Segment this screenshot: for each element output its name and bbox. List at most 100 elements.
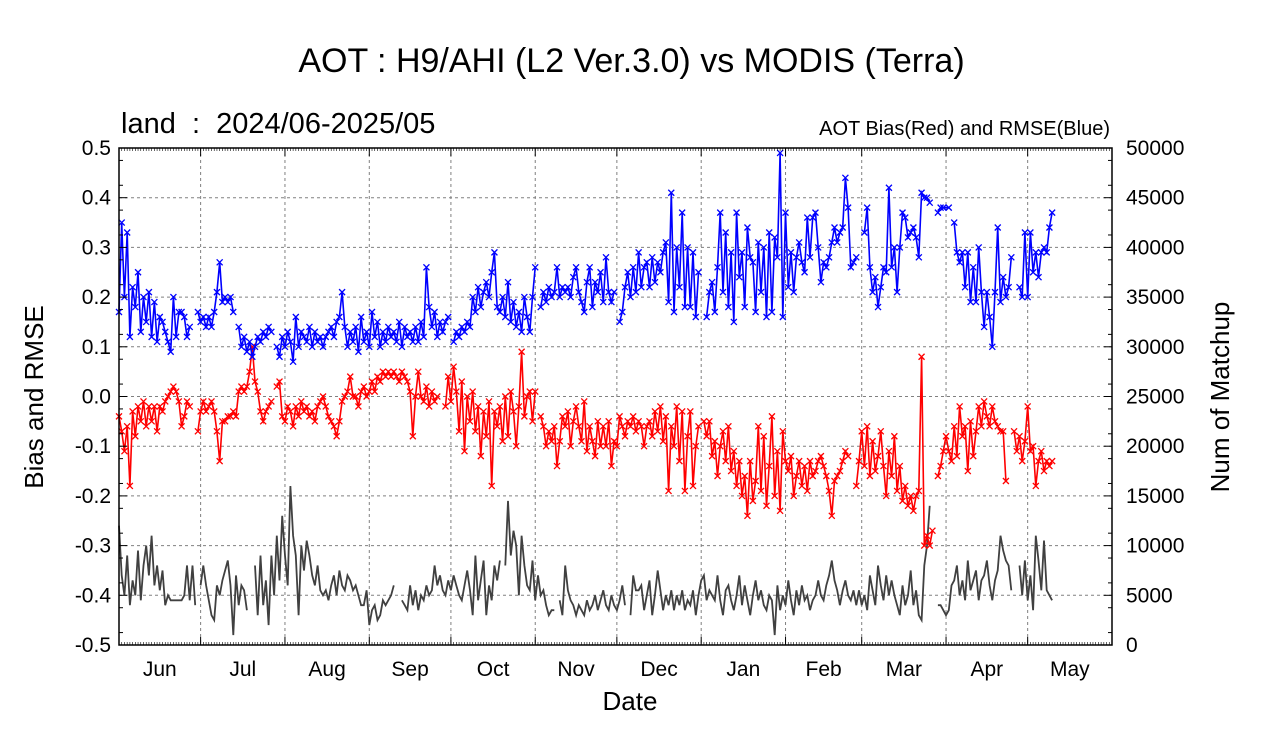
y-left-tick-label: 0.4 (82, 187, 112, 210)
bias-series-point (267, 398, 275, 405)
x-month-label: Jan (726, 658, 760, 681)
rmse-series (115, 149, 1056, 366)
rmse-series-line (618, 192, 700, 323)
rmse-series-line (863, 187, 931, 308)
rmse-series-point (950, 219, 958, 227)
axes-layer: 0.5 0.4 0.3 0.2 0.1 0.0 -0.1 -0.2 -0.3 -0.4 -0.5 50… (75, 137, 1185, 681)
matchup-series-line (558, 565, 626, 619)
y-left-tick-label: 0.1 (82, 336, 111, 359)
rmse-series-line (937, 206, 949, 213)
rmse-series-point (681, 303, 689, 311)
rmse-series-point (776, 149, 784, 157)
bias-series (115, 343, 1056, 550)
chart-subtitle: land : 2024/06-2025/05 (121, 108, 436, 140)
bias-series-line (1013, 406, 1053, 487)
matchup-series-line (1018, 535, 1053, 611)
bias-series-point (1010, 427, 1018, 435)
grid-layer (119, 148, 1112, 645)
rmse-series-point (695, 268, 702, 276)
rmse-series-point (686, 303, 694, 311)
y-left-tick-label: 0.3 (82, 236, 111, 259)
rmse-series-point (616, 318, 624, 326)
matchup-series-line (118, 525, 197, 606)
matchup-series-line (199, 560, 248, 636)
x-month-label: Nov (557, 658, 595, 681)
y-right-tick-label: 25000 (1126, 386, 1184, 409)
bias-series-point (442, 402, 449, 410)
y-left-tick-label: -0.4 (75, 584, 112, 607)
y-right-tick-label: 15000 (1126, 485, 1184, 508)
bias-series-line (703, 416, 849, 516)
rmse-series-line (237, 324, 273, 357)
y-left-tick-label: -0.2 (75, 485, 111, 508)
rmse-series-line (539, 257, 615, 313)
matchup-series-line (629, 505, 931, 636)
rmse-series-point (885, 184, 893, 192)
rmse-series-point (229, 308, 237, 316)
rmse-series-point (273, 343, 281, 351)
y-left-tick-label: 0.0 (82, 386, 111, 409)
y-axis-left-label: Bias and RMSE (19, 305, 49, 489)
matchup-series-line (937, 535, 1013, 618)
matchup-series-line (254, 485, 395, 626)
bias-series-line (197, 346, 273, 462)
bias-series-line (118, 384, 191, 487)
rmse-series-point (741, 303, 749, 311)
y-left-tick-label: -0.3 (75, 535, 111, 558)
bias-series-point (537, 412, 545, 420)
rmse-series-point (730, 318, 738, 326)
rmse-series-point (537, 303, 545, 311)
x-month-label: Oct (477, 658, 510, 681)
bias-series-line (937, 401, 1007, 482)
legend-note: AOT Bias(Red) and RMSE(Blue) (819, 118, 1110, 140)
matchup-series-line (504, 500, 555, 618)
x-month-label: Mar (886, 658, 922, 681)
rmse-series-line (953, 222, 1013, 347)
y-axis-right-label: Num of Matchup (1205, 302, 1235, 493)
rmse-series-line (1018, 212, 1053, 298)
y-right-tick-label: 40000 (1126, 236, 1184, 259)
x-month-label: Dec (640, 658, 677, 681)
plot-frame (118, 147, 1113, 646)
rmse-series-point (444, 313, 452, 321)
x-month-label: Feb (806, 658, 842, 681)
bias-series-point (928, 527, 936, 535)
x-axis-label: Date (603, 686, 658, 716)
x-month-label: Aug (308, 658, 345, 681)
rmse-series-line (452, 252, 536, 343)
bias-series-line (539, 401, 700, 491)
bias-series-line (855, 356, 934, 546)
x-month-label: Jul (229, 658, 256, 681)
y-left-tick-label: -0.5 (75, 634, 111, 657)
bias-series-line (276, 369, 439, 437)
y-right-tick-label: 45000 (1126, 187, 1184, 210)
bias-series-line (444, 351, 536, 487)
y-right-tick-label: 35000 (1126, 286, 1184, 309)
y-right-tick-label: 5000 (1126, 584, 1173, 607)
x-month-label: Sep (391, 658, 428, 681)
rmse-series-point (1016, 283, 1023, 291)
y-left-tick-label: 0.2 (82, 286, 111, 309)
rmse-series-line (276, 267, 449, 362)
series-layer (115, 149, 1056, 636)
x-month-label: May (1050, 658, 1090, 681)
bias-series-point (760, 432, 768, 440)
rmse-series-line (197, 262, 235, 330)
rmse-series-point (450, 338, 458, 346)
y-right-tick-label: 30000 (1126, 336, 1184, 359)
bias-series-point (934, 472, 942, 480)
rmse-series-point (724, 303, 732, 311)
x-month-label: Apr (971, 658, 1004, 681)
rmse-series-point (134, 268, 142, 276)
y-right-tick-label: 20000 (1126, 435, 1184, 458)
rmse-series-line (118, 222, 191, 353)
y-right-tick-label: 10000 (1126, 535, 1184, 558)
bias-series-point (700, 417, 708, 425)
rmse-series-point (531, 263, 539, 271)
x-month-label: Jun (143, 658, 177, 681)
rmse-series-point (934, 209, 942, 217)
matchup-series (118, 485, 1053, 636)
y-right-tick-label: 0 (1126, 634, 1138, 657)
y-left-tick-label: 0.5 (82, 137, 111, 160)
